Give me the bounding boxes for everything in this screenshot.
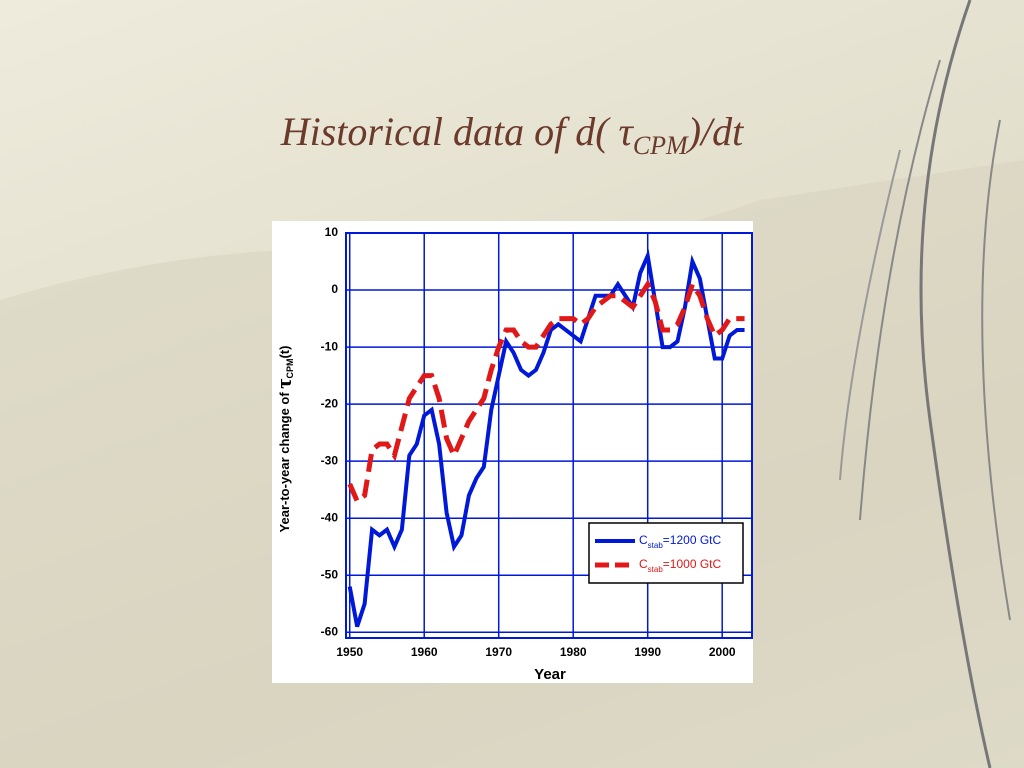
x-tick-label: 2000: [709, 645, 736, 659]
y-tick-label: -20: [321, 396, 339, 410]
legend-label-part: =1000 GtC: [663, 557, 722, 571]
x-tick-label: 1950: [336, 645, 363, 659]
data-line: [347, 278, 745, 506]
slide-title: Historical data of d( τCPM)/dt: [0, 108, 1024, 161]
x-tick-label: 1980: [560, 645, 587, 659]
y-label-text: Year-to-year change of: [277, 392, 292, 533]
y-label-text: (t): [277, 346, 292, 359]
y-tick-label: -10: [321, 339, 339, 353]
x-tick-label: 1960: [411, 645, 438, 659]
legend-label-part: stab: [648, 541, 664, 550]
y-tick-label: -40: [321, 510, 339, 524]
y-tick-label: 10: [325, 225, 339, 239]
legend-box: [588, 522, 744, 584]
data-line: [347, 248, 745, 628]
title-text: Historical data of d( τ: [280, 109, 633, 154]
legend-label-part: C: [639, 557, 648, 571]
y-tick-label: 0: [331, 282, 338, 296]
title-subscript: CPM: [632, 131, 688, 160]
x-tick-label: 1970: [485, 645, 512, 659]
legend-label-part: stab: [648, 565, 664, 574]
plot-frame: [345, 232, 753, 639]
legend-label: Cstab=1000 GtC: [639, 557, 722, 574]
y-label-subscript: CPM: [285, 359, 295, 379]
y-label-symbol: τ: [272, 379, 296, 389]
chart: Year Year-to-year change of τCPM(t) 10 0 -…: [272, 221, 753, 683]
y-tick-label: -60: [321, 624, 339, 638]
title-text: )/dt: [687, 109, 744, 154]
x-axis-label: Year: [534, 666, 566, 683]
y-axis-label: Year-to-year change of τCPM(t): [272, 346, 296, 533]
legend-label-part: C: [639, 533, 648, 547]
y-tick-label: -50: [321, 567, 339, 581]
y-tick-label: -30: [321, 453, 339, 467]
legend-label: Cstab=1200 GtC: [639, 533, 722, 550]
x-tick-label: 1990: [634, 645, 661, 659]
legend-label-part: =1200 GtC: [663, 533, 722, 547]
